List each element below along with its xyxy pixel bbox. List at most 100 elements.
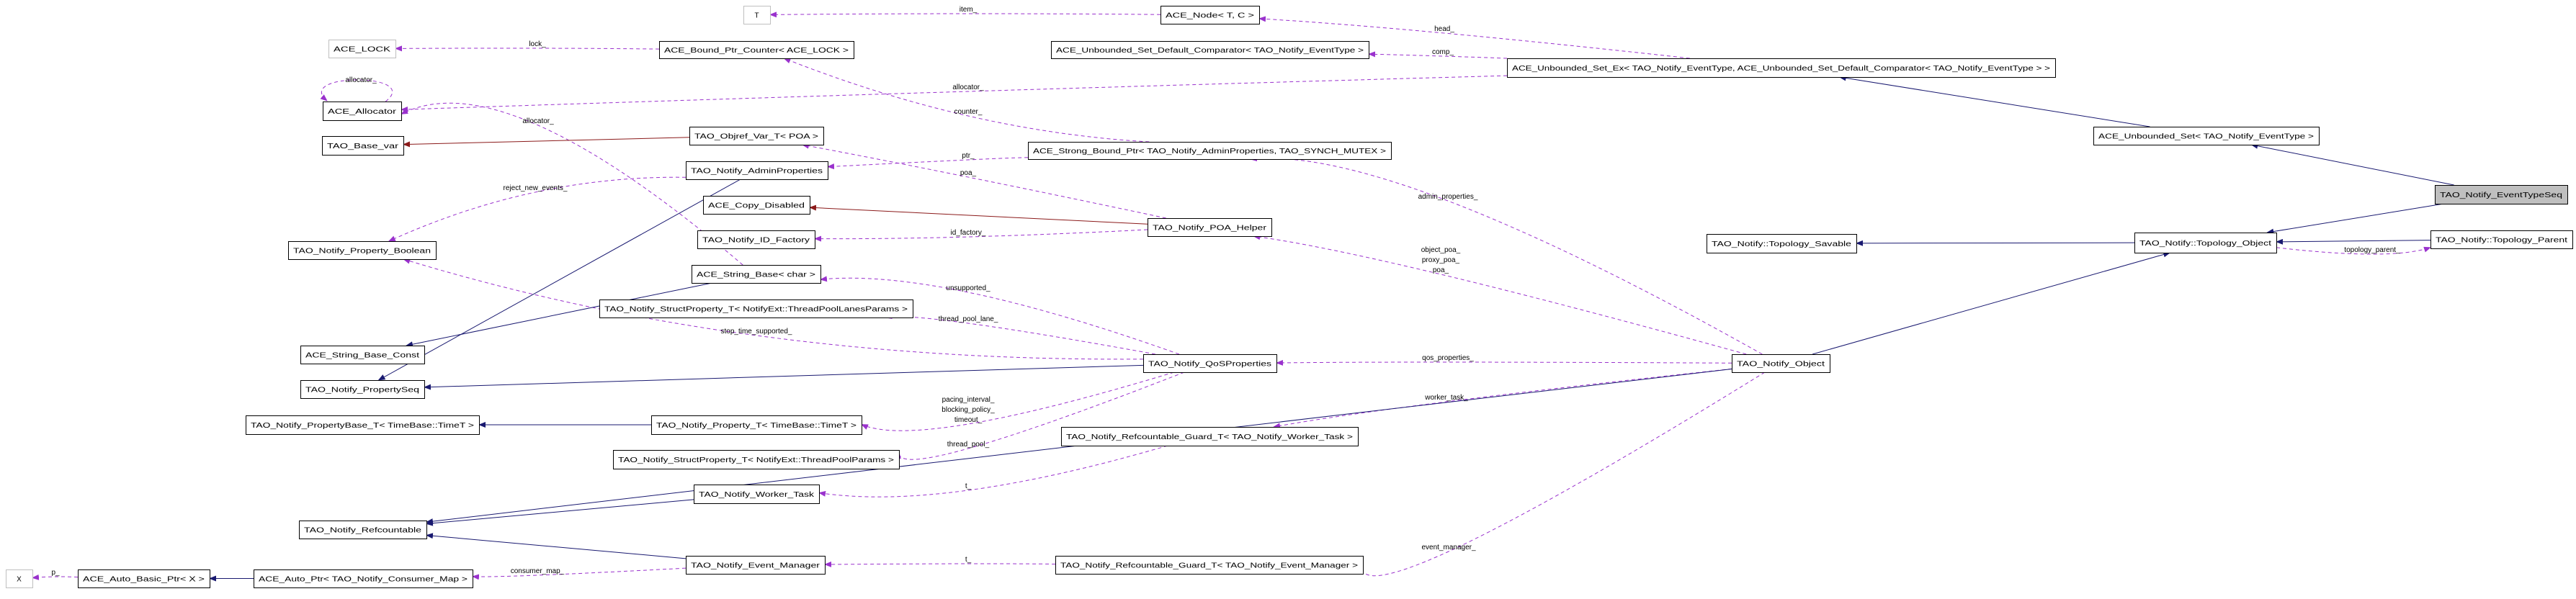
edge-alloc-to-alloc: allocator_ <box>320 76 393 102</box>
class-box <box>246 415 480 435</box>
class-name: TAO_Base_var <box>327 143 399 150</box>
class-node-guardevt[interactable]: TAO_Notify_Refcountable_Guard_T< TAO_Not… <box>1055 556 1364 575</box>
class-name: ACE_Unbounded_Set< TAO_Notify_EventType … <box>2098 133 2314 141</box>
class-node-strconst[interactable]: ACE_String_Base_Const <box>300 346 425 364</box>
class-box <box>2134 233 2277 253</box>
class-node-topparent[interactable]: TAO_Notify::Topology_Parent <box>2430 230 2573 249</box>
class-name: ACE_Allocator <box>328 108 397 116</box>
edge-objref-to-basevar <box>403 137 690 148</box>
public-inheritance-edge-line <box>426 499 694 526</box>
class-node-x: X <box>6 569 33 588</box>
edge-label: thread_pool_ <box>947 441 990 449</box>
edge-strbase-to-alloc: allocator_ <box>401 102 743 266</box>
edge-poahelper-to-copydis <box>809 204 1148 225</box>
edge-setex-to-comparator: comp_ <box>1368 48 1508 59</box>
class-name: TAO_Notify_PropertyBase_T< TimeBase::Tim… <box>251 422 474 430</box>
edge-label: counter_ <box>954 108 983 116</box>
class-name: TAO_Notify_Property_Boolean <box>293 248 431 256</box>
class-node-lanes[interactable]: TAO_Notify_StructProperty_T< NotifyExt::… <box>599 300 913 318</box>
class-node-objref[interactable]: TAO_Objref_Var_T< POA > <box>689 127 824 145</box>
class-box <box>300 346 425 364</box>
class-name: TAO_Notify::Topology_Savable <box>1712 240 1852 248</box>
class-name: ACE_Unbounded_Set_Ex< TAO_Notify_EventTy… <box>1512 65 2050 73</box>
class-name: TAO_Notify_QoSProperties <box>1148 361 1271 369</box>
class-name: ACE_String_Base< char > <box>697 271 815 279</box>
class-node-alloc[interactable]: ACE_Allocator <box>323 102 402 121</box>
edge-strongptr-to-adminprops: ptr_ <box>827 152 1029 170</box>
edge-adminprops-to-propseq <box>377 179 741 381</box>
edge-setex-to-alloc: allocator_ <box>401 75 1508 112</box>
class-node-comparator[interactable]: ACE_Unbounded_Set_Default_Comparator< TA… <box>1051 41 1369 59</box>
class-node-guardworker[interactable]: TAO_Notify_Refcountable_Guard_T< TAO_Not… <box>1061 427 1359 446</box>
edge-label: item_ <box>960 6 978 14</box>
usage-edge-line <box>1249 156 1763 355</box>
class-node-idfactory[interactable]: TAO_Notify_ID_Factory <box>697 230 815 249</box>
class-node-setex[interactable]: ACE_Unbounded_Set_Ex< TAO_Notify_EventTy… <box>1507 58 2056 78</box>
class-node-savable[interactable]: TAO_Notify::Topology_Savable <box>1707 234 1857 253</box>
class-node-refc[interactable]: TAO_Notify_Refcountable <box>299 521 427 539</box>
edge-label: ptr_ <box>962 152 975 160</box>
edge-label: allocator_ <box>522 117 554 125</box>
edge-label: id_factory_ <box>951 229 986 237</box>
class-box <box>323 102 402 121</box>
class-node-strbase[interactable]: ACE_String_Base< char > <box>692 265 821 284</box>
class-node-basevar[interactable]: TAO_Base_var <box>322 136 404 156</box>
class-node-qos[interactable]: TAO_Notify_QoSProperties <box>1143 354 1277 373</box>
edge-qos-to-lanes: thread_pool_lane_ <box>885 313 1156 355</box>
class-box <box>694 485 820 504</box>
class-box <box>1051 41 1369 59</box>
edge-qos-to-propseq <box>424 364 1144 390</box>
class-box <box>1055 556 1364 575</box>
class-node-uset[interactable]: ACE_Unbounded_Set< TAO_Notify_EventType … <box>2093 127 2320 145</box>
class-node-strongptr[interactable]: ACE_Strong_Bound_Ptr< TAO_Notify_AdminPr… <box>1028 142 1392 160</box>
class-node-node[interactable]: ACE_Node< T, C > <box>1160 6 1260 24</box>
edge-node-to-T: item_ <box>769 6 1161 18</box>
class-box <box>299 521 427 539</box>
edge-poahelper-to-idfactory: id_factory_ <box>814 229 1148 242</box>
usage-edge-line <box>401 75 1508 112</box>
class-node-propbool[interactable]: TAO_Notify_Property_Boolean <box>288 241 437 260</box>
class-box <box>697 230 815 249</box>
usage-edge-line <box>1273 368 1732 429</box>
class-node-poolparams[interactable]: TAO_Notify_StructProperty_T< NotifyExt::… <box>613 450 900 469</box>
class-node-eventmgr[interactable]: TAO_Notify_Event_Manager <box>686 556 826 575</box>
edge-topobj-to-topparent: topology_parent_ <box>2276 246 2431 255</box>
class-node-propseq[interactable]: TAO_Notify_PropertySeq <box>300 380 425 399</box>
class-node-boundctr[interactable]: ACE_Bound_Ptr_Counter< ACE_LOCK > <box>659 41 854 59</box>
class-name: TAO_Notify_Refcountable_Guard_T< TAO_Not… <box>1060 562 1358 570</box>
class-box <box>322 136 404 156</box>
class-name: TAO_Notify_Refcountable <box>304 527 422 535</box>
public-inheritance-edge-line <box>426 533 687 559</box>
private-inheritance-edge-line <box>403 137 690 148</box>
edge-label: unsupported_ <box>946 284 990 292</box>
edge-label: allocator_ <box>345 76 377 84</box>
class-node-notifyobj[interactable]: TAO_Notify_Object <box>1732 354 1830 373</box>
class-node-adminprops[interactable]: TAO_Notify_AdminProperties <box>686 161 828 180</box>
class-node-autobasic[interactable]: ACE_Auto_Basic_Ptr< X > <box>78 569 210 588</box>
class-node-poahelper[interactable]: TAO_Notify_POA_Helper <box>1148 218 1272 237</box>
edge-label: topology_parent_ <box>2344 246 2400 254</box>
private-inheritance-edge-line <box>809 204 1148 225</box>
class-node-copydis[interactable]: ACE_Copy_Disabled <box>703 196 810 215</box>
usage-edge-line <box>472 567 687 580</box>
usage-edge-line <box>885 313 1156 355</box>
edge-notifyobj-to-guardworker: worker_task_ <box>1273 368 1732 429</box>
edge-notifyobj-to-strongptr: admin_properties_ <box>1249 156 1763 355</box>
class-node-propbase[interactable]: TAO_Notify_PropertyBase_T< TimeBase::Tim… <box>246 415 480 435</box>
usage-edge-line <box>1253 234 1747 355</box>
edge-label: admin_properties_ <box>1418 193 1478 201</box>
edge-label: event_manager_ <box>1421 544 1475 551</box>
usage-edge-line <box>395 45 660 52</box>
public-inheritance-edge-line <box>2266 203 2444 235</box>
class-node-worker[interactable]: TAO_Notify_Worker_Task <box>694 485 820 504</box>
class-node-propT[interactable]: TAO_Notify_Property_T< TimeBase::TimeT > <box>651 415 862 435</box>
class-box <box>1507 58 2056 78</box>
class-node-autoptr[interactable]: ACE_Auto_Ptr< TAO_Notify_Consumer_Map > <box>254 569 473 588</box>
class-node-topobj[interactable]: TAO_Notify::Topology_Object <box>2134 233 2277 253</box>
class-node-T: T <box>743 6 771 24</box>
class-box <box>6 569 33 588</box>
edge-label: stop_time_supported_ <box>721 328 792 335</box>
edge-label: p_ <box>51 569 60 577</box>
usage-edge-line <box>320 79 393 102</box>
